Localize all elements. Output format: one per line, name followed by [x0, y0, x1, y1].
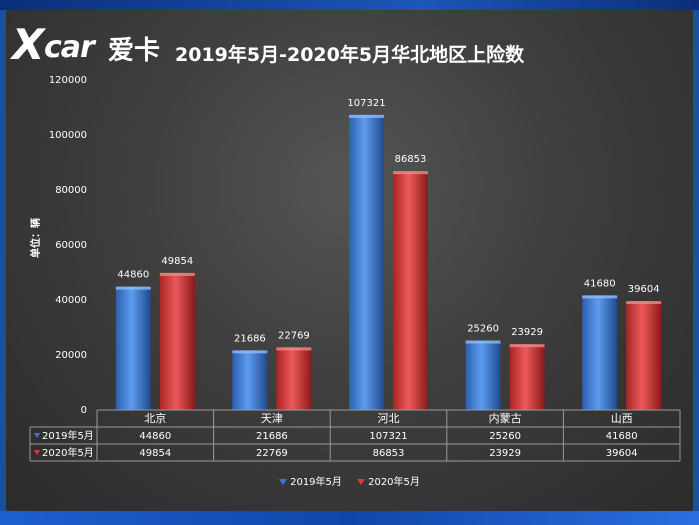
y-tick-label: 100000 — [49, 130, 87, 141]
legend: 2019年5月 2020年5月 — [0, 473, 699, 488]
bar-top-highlight — [232, 350, 268, 354]
data-label: 23929 — [511, 327, 543, 338]
logo-cn: 爱卡 — [108, 36, 161, 66]
data-label: 41680 — [584, 278, 616, 289]
bar-top-highlight — [115, 286, 151, 290]
table-series-marker — [34, 450, 40, 455]
category-label: 河北 — [378, 412, 400, 425]
y-tick-label: 80000 — [55, 185, 87, 196]
bar-2019 — [582, 295, 618, 410]
category-label: 北京 — [144, 411, 166, 425]
y-tick-label: 120000 — [49, 75, 87, 86]
data-label: 44860 — [117, 270, 149, 281]
bar-2020 — [393, 171, 428, 410]
legend-item-2019: 2019年5月 — [279, 473, 342, 488]
bar-2020 — [276, 347, 312, 410]
table-series-name: 2019年5月 — [42, 429, 94, 442]
data-label: 49854 — [161, 256, 193, 267]
table-cell: 49854 — [139, 448, 171, 459]
logo-x: X — [12, 20, 44, 69]
table-cell: 25260 — [489, 431, 521, 442]
data-label: 25260 — [467, 324, 499, 335]
top-frame — [0, 0, 699, 10]
data-label: 86853 — [395, 154, 427, 165]
bar-top-highlight — [509, 344, 545, 348]
legend-marker-2019 — [279, 479, 288, 485]
chart-title: 2019年5月-2020年5月华北地区上险数 — [175, 44, 525, 66]
bar-2020 — [626, 301, 662, 410]
table-cell: 21686 — [256, 431, 288, 442]
bar-top-highlight — [626, 301, 662, 305]
bar-top-highlight — [393, 171, 428, 175]
bar-top-highlight — [465, 340, 501, 344]
table-cell: 41680 — [606, 431, 638, 442]
xcar-logo: X car 爱卡 — [10, 20, 175, 72]
table-cell: 39604 — [606, 448, 638, 459]
category-label: 内蒙古 — [489, 411, 522, 425]
bar-top-highlight — [349, 114, 384, 118]
bar-2020 — [509, 344, 545, 410]
legend-label-2019: 2019年5月 — [290, 477, 342, 488]
bar-2019 — [349, 114, 384, 410]
bar-top-highlight — [159, 272, 195, 276]
bar-2019 — [465, 340, 501, 410]
table-series-marker — [34, 433, 40, 438]
table-cell: 86853 — [373, 448, 405, 459]
legend-item-2020: 2020年5月 — [357, 473, 420, 488]
y-tick-label: 40000 — [55, 295, 87, 306]
bar-top-highlight — [276, 347, 312, 351]
legend-marker-2020 — [357, 479, 366, 485]
table-cell: 23929 — [489, 448, 521, 459]
data-label: 21686 — [234, 333, 266, 344]
bar-2020 — [159, 272, 195, 410]
category-label: 天津 — [261, 412, 283, 425]
y-tick-label: 60000 — [55, 240, 87, 251]
table-series-name: 2020年5月 — [42, 446, 94, 459]
bar-2019 — [115, 286, 151, 410]
data-label: 39604 — [628, 284, 660, 295]
y-tick-label: 0 — [81, 405, 87, 416]
logo-car: car — [44, 30, 95, 65]
y-tick-label: 20000 — [55, 350, 87, 361]
bar-top-highlight — [582, 295, 618, 299]
bar-2019 — [232, 350, 268, 410]
data-label: 22769 — [278, 330, 310, 341]
data-label: 107321 — [347, 98, 385, 109]
table-cell: 107321 — [369, 431, 407, 442]
legend-label-2020: 2020年5月 — [368, 477, 420, 488]
bottom-frame — [0, 511, 699, 525]
table-cell: 44860 — [139, 431, 171, 442]
table-cell: 22769 — [256, 448, 288, 459]
category-label: 山西 — [611, 412, 633, 425]
